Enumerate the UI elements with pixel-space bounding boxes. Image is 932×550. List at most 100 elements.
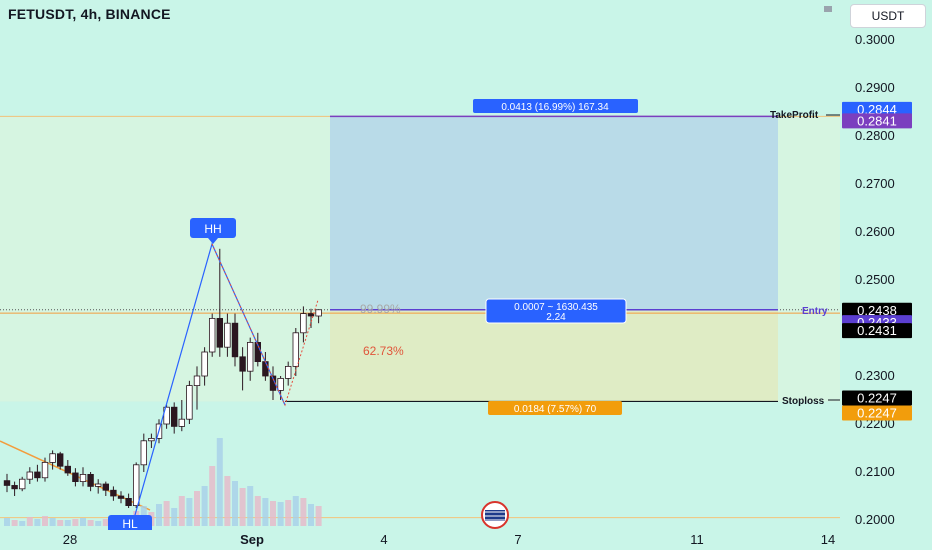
volume-bar [209,466,216,526]
volume-bar [216,438,223,526]
entry-label: Entry [802,306,828,317]
price-label-box [842,101,912,117]
candle [72,472,79,482]
price-tick: 0.2700 [855,176,895,191]
time-axis [0,530,932,550]
price-tick: 0.2500 [855,272,895,287]
volume-bar [224,476,231,526]
volume-bar [277,502,284,526]
price-label: 0.2841 [857,113,897,128]
price-tick: 0.2900 [855,80,895,95]
price-label-box [842,323,912,339]
volume-bar [57,520,64,526]
volume-bar [26,517,33,526]
volume-bar [11,520,18,526]
stop-info-box [488,401,622,415]
candle [193,375,201,387]
price-tick: 0.2300 [855,368,895,383]
stop-info: 0.0184 (7.57%) 70 [514,404,597,415]
candle [132,464,140,506]
price-tick: 0.2800 [855,128,895,143]
volume-bar [186,498,193,526]
candle [246,341,254,372]
candle [262,361,269,377]
price-label: 0.2844 [857,102,897,117]
time-tick: Sep [240,532,264,547]
time-tick: 4 [380,532,387,547]
price-tick: 0.3000 [855,32,895,47]
candle [11,485,18,490]
hh-label: HH [204,222,221,236]
volume-bar [64,520,71,526]
time-tick: 7 [514,532,521,547]
take-profit-label: TakeProfit [770,110,819,121]
candle [216,317,223,348]
candle [315,309,322,317]
candle [41,461,49,479]
currency-button[interactable]: USDT [850,4,926,28]
stop-loss-label: Stoploss [782,396,825,407]
candle [87,473,94,487]
volume-bar [247,486,254,526]
volume-bar [178,496,185,526]
volume-bar [308,504,314,526]
candle [224,322,231,348]
volume-bar [19,521,26,526]
take-profit-info: 0.0413 (16.99%) 167.34 [501,102,609,113]
volume-bar [80,518,86,526]
volume-bar [4,518,10,526]
volume-bar [292,496,299,526]
price-tick: 0.2600 [855,224,895,239]
target-zone [330,116,778,310]
candle [170,406,178,427]
volume-bar [315,506,322,526]
candle [186,385,193,420]
menu-icon[interactable] [824,6,832,12]
price-label: 0.2247 [857,405,897,420]
volume-bar [72,519,79,526]
volume-bar [239,488,246,526]
candle [148,437,155,442]
candle [201,351,208,377]
candle [95,483,102,487]
candle [292,332,299,367]
price-label: 0.2431 [857,323,897,338]
candle [102,483,109,491]
volume-bar [156,504,162,526]
volume-bar [285,500,292,526]
price-axis [840,0,932,530]
volume-bar [42,516,48,526]
candle [26,471,33,480]
candle [49,453,56,463]
fib-upper-label: 99.99% [360,302,401,316]
candle [208,317,216,353]
volume-bar [102,519,109,526]
price-label: 0.2247 [857,390,897,405]
candle [178,418,185,427]
hh-marker-pointer [208,238,218,244]
volume-bar [171,508,178,526]
volume-bar [49,518,56,526]
price-tick: 0.2000 [855,512,895,527]
price-label-box [842,390,912,406]
price-label-box [842,113,912,129]
candle [269,375,277,391]
volume-bar [300,498,307,526]
take-profit-info-box [473,99,638,113]
time-tick: 14 [821,532,835,547]
hh-marker [190,218,236,238]
entry-info-box [485,298,627,324]
stop-zone [330,309,778,402]
time-tick: 28 [63,532,77,547]
volume-bar [201,486,208,526]
volume-bar [270,501,276,526]
price-label: 0.2438 [857,303,897,318]
volume-bar [87,520,94,526]
entry-info-line1: 0.0007 ~ 1630.435 [514,302,598,313]
volume-bar [34,519,41,526]
candle [64,465,71,474]
volume-bar [194,491,200,526]
candle [117,495,125,499]
candle [140,440,147,466]
